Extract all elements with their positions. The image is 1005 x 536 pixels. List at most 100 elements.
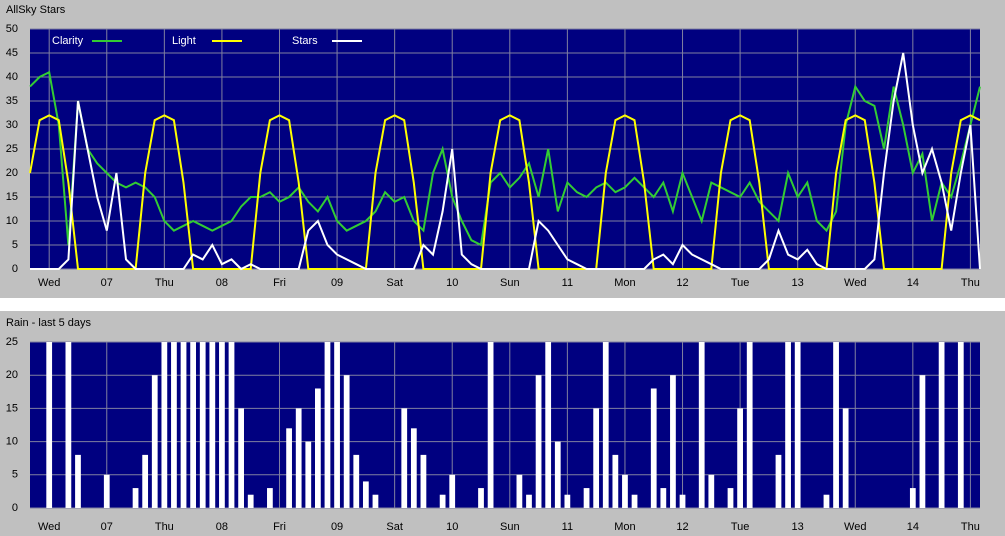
x-tick-label: 10: [446, 277, 458, 289]
bar: [919, 375, 926, 508]
y-tick-label: 35: [6, 95, 18, 107]
chart-title: AllSky Stars: [6, 4, 66, 16]
bar: [315, 388, 321, 508]
y-tick-label: 10: [6, 215, 18, 227]
bar: [132, 488, 139, 508]
x-tick-label: Thu: [961, 521, 980, 533]
bar: [334, 342, 340, 508]
x-tick-label: Thu: [155, 521, 174, 533]
bar: [631, 494, 638, 508]
x-tick-label: Thu: [155, 277, 174, 289]
bar: [842, 408, 849, 508]
x-tick-label: Tue: [731, 277, 750, 289]
bar: [142, 454, 149, 508]
x-tick-label: 07: [101, 521, 113, 533]
bar: [564, 494, 571, 508]
y-tick-label: 25: [6, 336, 18, 348]
bar: [46, 342, 53, 508]
plot-area: [30, 342, 980, 508]
y-tick-label: 15: [6, 402, 18, 414]
legend-label: Light: [172, 35, 196, 47]
bar: [612, 454, 619, 508]
x-tick-label: 14: [907, 521, 919, 533]
series-line: [30, 52, 981, 271]
bar: [171, 342, 177, 508]
bar: [660, 488, 667, 508]
x-tick-label: 11: [562, 277, 573, 289]
bar: [65, 342, 72, 508]
x-tick-label: 13: [792, 521, 804, 533]
bar: [535, 375, 542, 508]
bar: [353, 454, 360, 508]
y-tick-label: 25: [6, 143, 18, 155]
bar: [410, 428, 417, 508]
bar: [746, 342, 753, 508]
series-line: [29, 114, 981, 270]
bar: [372, 494, 379, 508]
x-tick-label: Wed: [844, 277, 866, 289]
x-tick-label: Mon: [614, 277, 635, 289]
bar: [583, 488, 590, 508]
bar: [670, 375, 676, 508]
bar: [305, 441, 312, 508]
y-tick-label: 45: [6, 47, 18, 59]
panel-separator: [0, 298, 1005, 311]
bar: [785, 342, 791, 508]
bar: [267, 488, 273, 508]
x-tick-label: Sat: [386, 277, 403, 289]
legend-label: Clarity: [52, 35, 84, 47]
bar: [823, 494, 830, 508]
x-tick-label: 13: [792, 277, 804, 289]
y-tick-label: 5: [12, 239, 18, 251]
bar: [439, 494, 446, 508]
x-tick-label: Tue: [731, 521, 750, 533]
bar: [295, 408, 302, 508]
chart-title: Rain - last 5 days: [6, 317, 91, 329]
bar: [449, 474, 456, 508]
bar: [199, 342, 206, 508]
y-tick-label: 0: [12, 502, 18, 514]
bar: [247, 494, 254, 508]
bar: [957, 342, 964, 508]
bar: [286, 428, 292, 508]
x-tick-label: 08: [216, 521, 228, 533]
x-tick-label: Mon: [614, 521, 635, 533]
x-tick-label: Wed: [38, 521, 60, 533]
bar: [487, 342, 494, 508]
x-tick-label: Sun: [500, 277, 520, 289]
bar: [650, 388, 657, 508]
y-tick-label: 20: [6, 167, 18, 179]
x-tick-label: Sat: [386, 521, 403, 533]
bar: [593, 408, 600, 508]
x-tick-label: Thu: [961, 277, 980, 289]
y-tick-label: 50: [6, 23, 18, 35]
x-tick-label: Fri: [273, 277, 286, 289]
bar: [622, 474, 628, 508]
x-tick-label: 08: [216, 277, 228, 289]
x-tick-label: 14: [907, 277, 919, 289]
bar: [602, 342, 609, 508]
bar: [180, 342, 187, 508]
bar: [478, 488, 484, 508]
bar: [75, 454, 81, 508]
bar: [708, 474, 715, 508]
bar: [343, 375, 350, 508]
bar: [324, 342, 331, 508]
bar: [794, 342, 801, 508]
x-tick-label: 09: [331, 521, 343, 533]
bar: [775, 454, 782, 508]
bar: [554, 441, 561, 508]
bar: [190, 342, 197, 508]
bar: [209, 342, 216, 508]
x-tick-label: 12: [676, 521, 688, 533]
bar: [938, 342, 945, 508]
bar: [737, 408, 743, 508]
bar: [151, 375, 158, 508]
y-tick-label: 5: [12, 469, 18, 481]
x-tick-label: Sun: [500, 521, 520, 533]
y-tick-label: 40: [6, 71, 18, 83]
bar: [833, 342, 839, 508]
bar: [103, 474, 110, 508]
y-tick-label: 0: [12, 263, 18, 275]
